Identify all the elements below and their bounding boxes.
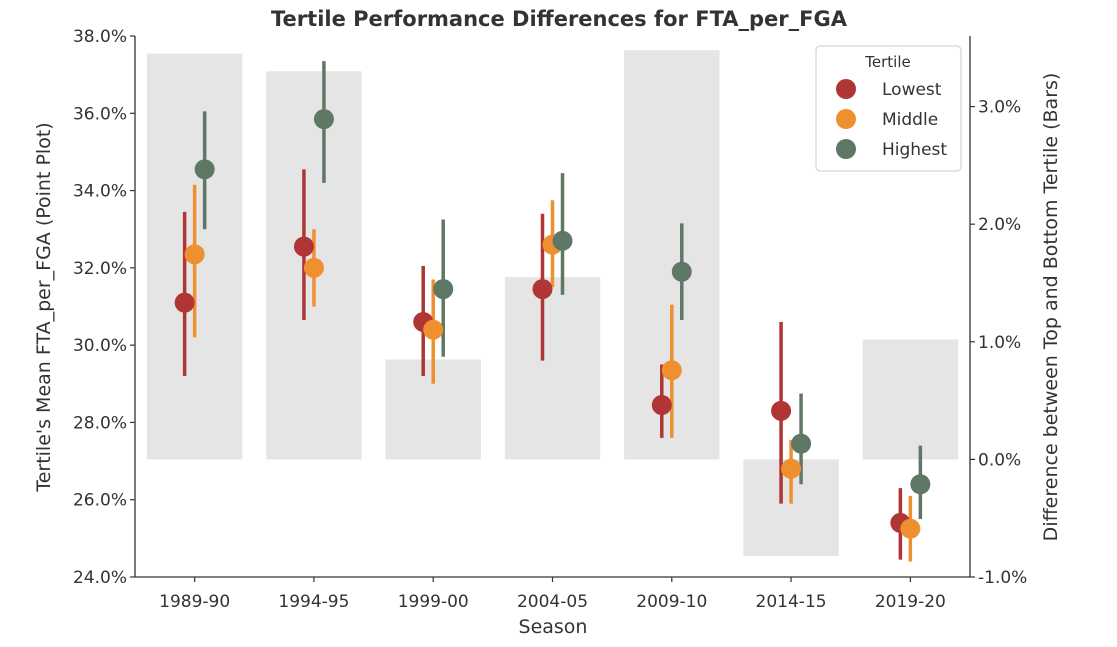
x-tick-label: 1999-00 [398,592,469,612]
point-highest-1994-95 [313,109,334,130]
x-tick-label: 2019-20 [875,592,946,612]
y-right-tick-label: -1.0% [978,568,1027,588]
point-middle-1999-00 [423,319,444,340]
legend-marker-highest [836,139,856,159]
legend-label-highest: Highest [882,140,947,160]
y-right-tick-label: 0.0% [978,450,1021,470]
x-tick-label: 1994-95 [278,592,349,612]
legend-label-lowest: Lowest [882,80,942,100]
point-lowest-2009-10 [651,395,672,416]
chart-title: Tertile Performance Differences for FTA_… [271,7,848,31]
legend-marker-middle [836,109,856,129]
legend-label-middle: Middle [882,110,938,130]
bar-2019-20 [862,339,959,460]
y-left-tick-label: 36.0% [73,104,127,124]
x-tick-label: 2009-10 [636,592,707,612]
point-highest-2019-20 [910,474,931,495]
x-tick-label: 2004-05 [517,592,588,612]
point-middle-1989-90 [184,244,205,265]
x-tick-label: 1989-90 [159,592,230,612]
bar-2004-05 [504,277,601,460]
point-lowest-2014-15 [771,400,792,421]
point-lowest-1994-95 [293,236,314,257]
y-left-tick-label: 38.0% [73,27,127,47]
point-highest-1999-00 [433,279,454,300]
y-left-tick-label: 32.0% [73,259,127,279]
y-left-tick-label: 24.0% [73,568,127,588]
y-axis-left-label: Tertile's Mean FTA_per_FGA (Point Plot) [33,122,55,492]
point-middle-2009-10 [661,360,682,381]
point-highest-2009-10 [671,261,692,282]
y-left-tick-label: 30.0% [73,336,127,356]
point-highest-2014-15 [791,433,812,454]
legend-title: Tertile [864,53,910,71]
legend-marker-lowest [836,79,856,99]
y-right-tick-label: 2.0% [978,215,1021,235]
point-lowest-2004-05 [532,279,553,300]
y-left-tick-label: 34.0% [73,182,127,202]
point-highest-1989-90 [194,159,215,180]
point-middle-2014-15 [781,458,802,479]
y-axis-right-label: Difference between Top and Bottom Tertil… [1040,73,1062,542]
x-axis-label: Season [519,616,588,638]
y-left-tick-label: 26.0% [73,491,127,511]
y-left-tick-label: 28.0% [73,413,127,433]
legend-box [815,45,962,172]
point-middle-1994-95 [303,257,324,278]
y-right-tick-label: 1.0% [978,333,1021,353]
axes-layer: 24.0% 26.0% 28.0% 30.0% 32.0% 34.0% 36.0% 38.0%… [73,27,1027,612]
point-middle-2019-20 [900,518,921,539]
y-right-tick-label: 3.0% [978,98,1021,118]
point-highest-2004-05 [552,230,573,251]
points-layer [174,61,931,562]
x-tick-label: 2014-15 [756,592,827,612]
legend: Tertile Lowest Middle Highest [815,45,962,172]
point-lowest-1989-90 [174,292,195,313]
